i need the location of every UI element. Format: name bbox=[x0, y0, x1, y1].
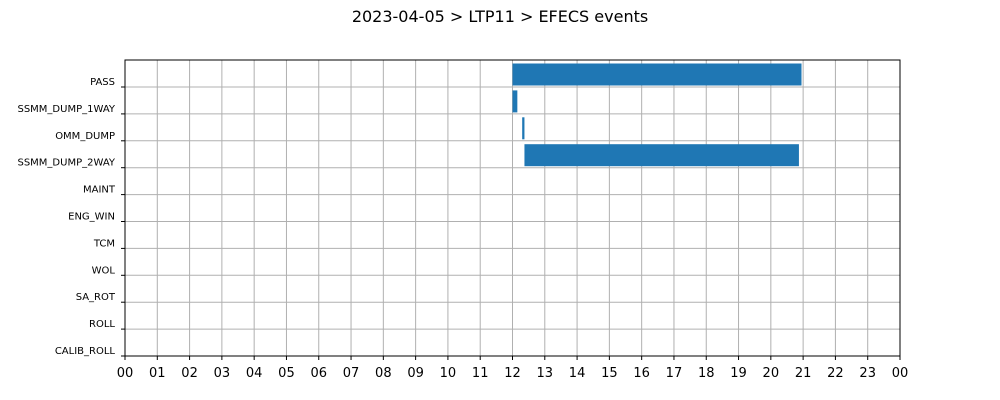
y-tick-label: ENG_WIN bbox=[68, 212, 115, 223]
y-tick-label: ROLL bbox=[89, 319, 115, 330]
x-tick-label: 12 bbox=[504, 366, 521, 381]
event-bar bbox=[512, 90, 518, 113]
x-axis: 00 01 02 03 04 05 06 07 08 09 10 11 12 13 14 15 16 17 18 19… bbox=[117, 356, 909, 381]
x-tick-label: 23 bbox=[859, 366, 876, 381]
y-tick-label: PASS bbox=[90, 77, 115, 88]
x-tick-label: 13 bbox=[537, 366, 554, 381]
x-tick-label: 10 bbox=[440, 366, 457, 381]
x-tick-label: 06 bbox=[310, 366, 327, 381]
x-tick-label: 01 bbox=[149, 366, 166, 381]
x-tick-label: 03 bbox=[214, 366, 231, 381]
x-tick-label: 07 bbox=[343, 366, 360, 381]
x-tick-label: 22 bbox=[827, 366, 844, 381]
y-tick-label: TCM bbox=[93, 238, 115, 249]
event-bar bbox=[512, 63, 802, 86]
x-tick-label: 05 bbox=[278, 366, 295, 381]
y-tick-label: WOL bbox=[92, 265, 116, 276]
x-tick-label: 16 bbox=[633, 366, 650, 381]
x-tick-label: 09 bbox=[407, 366, 424, 381]
x-tick-label: 14 bbox=[569, 366, 586, 381]
x-tick-label: 00 bbox=[117, 366, 134, 381]
x-tick-label: 04 bbox=[246, 366, 263, 381]
x-tick-label: 11 bbox=[472, 366, 489, 381]
x-tick-label: 15 bbox=[601, 366, 618, 381]
y-tick-label: OMM_DUMP bbox=[55, 131, 115, 142]
y-tick-label: SSMM_DUMP_1WAY bbox=[17, 104, 115, 115]
x-tick-label: 08 bbox=[375, 366, 392, 381]
x-tick-label: 17 bbox=[666, 366, 683, 381]
x-tick-label: 02 bbox=[181, 366, 198, 381]
event-bar bbox=[522, 117, 525, 140]
chart-title: 2023-04-05 > LTP11 > EFECS events bbox=[352, 7, 648, 26]
x-tick-label: 21 bbox=[795, 366, 812, 381]
event-bar bbox=[524, 144, 799, 167]
x-tick-label: 00 bbox=[892, 366, 909, 381]
x-tick-label: 19 bbox=[730, 366, 747, 381]
y-tick-label: CALIB_ROLL bbox=[55, 346, 116, 357]
y-tick-label: SSMM_DUMP_2WAY bbox=[17, 158, 115, 169]
bars bbox=[512, 63, 802, 167]
x-tick-label: 18 bbox=[698, 366, 715, 381]
plot-frame bbox=[124, 59, 901, 357]
y-tick-label: SA_ROT bbox=[76, 292, 116, 303]
y-axis: PASS SSMM_DUMP_1WAY OMM_DUMP SSMM_DUMP_2WAY… bbox=[17, 77, 125, 357]
y-tick-label: MAINT bbox=[83, 185, 116, 196]
x-tick-label: 20 bbox=[763, 366, 780, 381]
